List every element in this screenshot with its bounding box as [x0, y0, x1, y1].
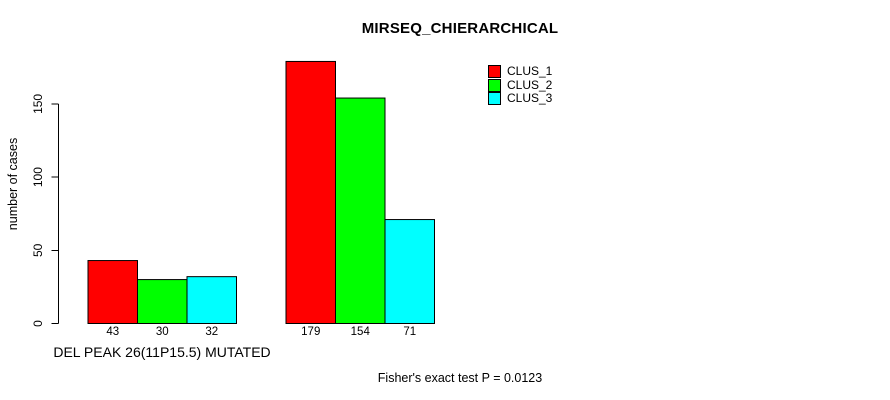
legend-label: CLUS_1 — [507, 64, 553, 78]
bar-value-label: 179 — [301, 326, 320, 338]
legend-item-clus_2: CLUS_2 — [488, 77, 553, 92]
bar-value-label: 71 — [403, 326, 416, 338]
y-axis-tick-label: 0 — [31, 320, 45, 327]
bar-clus_3-group1 — [186, 276, 237, 325]
bar-value-label: 43 — [106, 326, 119, 338]
bar-value-label: 154 — [351, 326, 371, 338]
legend-label: CLUS_3 — [507, 91, 553, 105]
y-axis-tick-label: 50 — [31, 243, 45, 257]
legend-swatch-clus_3 — [488, 92, 501, 105]
legend-swatch-clus_1 — [488, 65, 501, 78]
y-axis-tick-label: 100 — [31, 167, 45, 187]
bar-clus_3-group2 — [384, 219, 435, 324]
legend: CLUS_1 CLUS_2 CLUS_3 — [488, 65, 552, 106]
chart-title: MIRSEQ_CHIERARCHICAL — [361, 20, 559, 37]
bar-clus_1-group2 — [285, 60, 336, 324]
fisher-test-annotation: Fisher's exact test P = 0.0123 — [377, 371, 543, 385]
legend-item-clus_1: CLUS_1 — [488, 65, 552, 78]
bar-clus_2-group2 — [335, 97, 386, 324]
bar-value-label: 30 — [156, 326, 169, 338]
y-axis-tick-label: 150 — [31, 94, 45, 114]
y-axis-label: number of cases — [6, 138, 20, 230]
bar-clus_1-group1 — [87, 260, 138, 325]
bar-value-label: 32 — [205, 326, 218, 338]
legend-item-clus_3: CLUS_3 — [488, 92, 552, 105]
legend-label: CLUS_2 — [507, 77, 553, 92]
bar-clus_2-group1 — [137, 279, 188, 324]
x-axis-group-label: DEL PEAK 26(11P15.5) MUTATED — [53, 344, 271, 360]
legend-swatch-clus_2 — [488, 78, 501, 92]
